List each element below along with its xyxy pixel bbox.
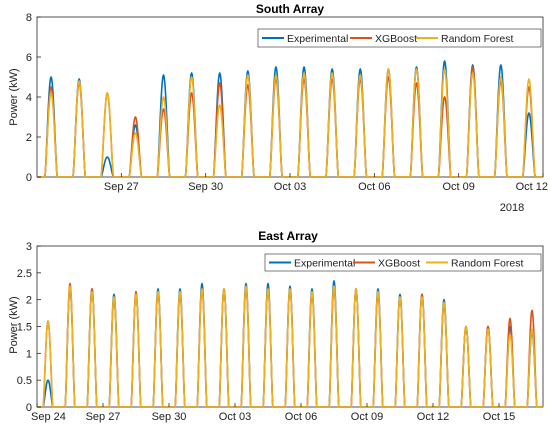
legend-label-xgboost: XGBoost [378,258,420,270]
x-tick-label: Sep 30 [152,411,187,423]
legend-box [257,28,542,48]
legend-label-random-forest: Random Forest [441,33,513,45]
legend: Experimental XGBoost Random Forest [264,253,542,272]
y-tick-label: 0.5 [17,375,32,387]
y-tick-label: 2 [26,132,32,144]
y-tick-label: 0 [26,172,32,184]
series-line-random-forest [36,285,544,408]
y-tick-label: 2.5 [17,268,32,280]
x-tick-label: Oct 06 [358,181,390,193]
x-tick-label: Oct 09 [442,181,474,193]
x-tick-label: Sep 27 [86,411,121,423]
legend-label-experimental: Experimental [287,33,348,45]
x-tick-label: Oct 15 [483,411,515,423]
south-array-chart: South Array Power (kW) 0 2 4 6 8 Sep 27 Sep 3… [8,2,548,214]
plot-area [36,245,544,408]
chart-title: East Array [258,229,318,243]
x-axis-ticks: Sep 24 Sep 27 Sep 30 Oct 03 Oct 06 Oct 09 Oct … [31,403,515,423]
legend-label-experimental: Experimental [294,258,355,270]
legend: Experimental XGBoost Random Forest [257,28,542,48]
y-tick-label: 8 [26,12,32,24]
y-tick-label: 2 [26,295,32,307]
legend-label-random-forest: Random Forest [451,258,523,270]
x-tick-label: Oct 12 [417,411,449,423]
chart-title: South Array [256,2,325,16]
x-tick-label: Oct 06 [285,411,317,423]
year-label: 2018 [500,202,524,214]
y-axis-label: Power (kW) [8,296,20,353]
x-tick-label: Sep 30 [188,181,223,193]
y-tick-label: 3 [26,241,32,253]
y-tick-label: 1 [26,348,32,360]
y-axis-label: Power (kW) [8,68,20,125]
x-tick-label: Sep 27 [104,181,139,193]
y-tick-label: 0 [26,402,32,414]
x-tick-label: Sep 24 [31,411,66,423]
x-tick-label: Oct 12 [516,181,548,193]
east-array-chart: East Array Power (kW) 0 0.5 1 1.5 2 2.5 3 Sep … [8,229,544,423]
plot-lines [36,280,544,408]
legend-label-xgboost: XGBoost [375,33,417,45]
y-tick-label: 4 [26,92,32,104]
x-tick-label: Oct 03 [274,181,306,193]
legend-box [264,253,542,272]
x-axis-ticks: Sep 27 Sep 30 Oct 03 Oct 06 Oct 09 Oct 12 [104,173,548,193]
y-tick-label: 1.5 [17,322,32,334]
y-axis-ticks: 0 0.5 1 1.5 2 2.5 3 [17,241,41,414]
y-tick-label: 6 [26,52,32,64]
x-tick-label: Oct 03 [219,411,251,423]
y-axis-ticks: 0 2 4 6 8 [26,12,41,184]
x-tick-label: Oct 09 [351,411,383,423]
